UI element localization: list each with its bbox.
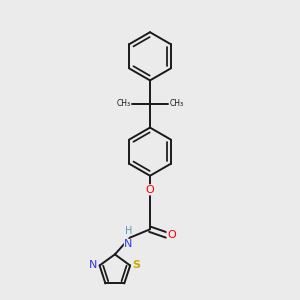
Text: N: N — [124, 239, 132, 249]
Text: CH₃: CH₃ — [116, 100, 130, 109]
Text: N: N — [88, 260, 97, 271]
Text: S: S — [132, 260, 140, 270]
Text: CH₃: CH₃ — [170, 100, 184, 109]
Text: O: O — [146, 185, 154, 195]
Text: H: H — [124, 226, 132, 236]
Text: O: O — [167, 230, 176, 240]
